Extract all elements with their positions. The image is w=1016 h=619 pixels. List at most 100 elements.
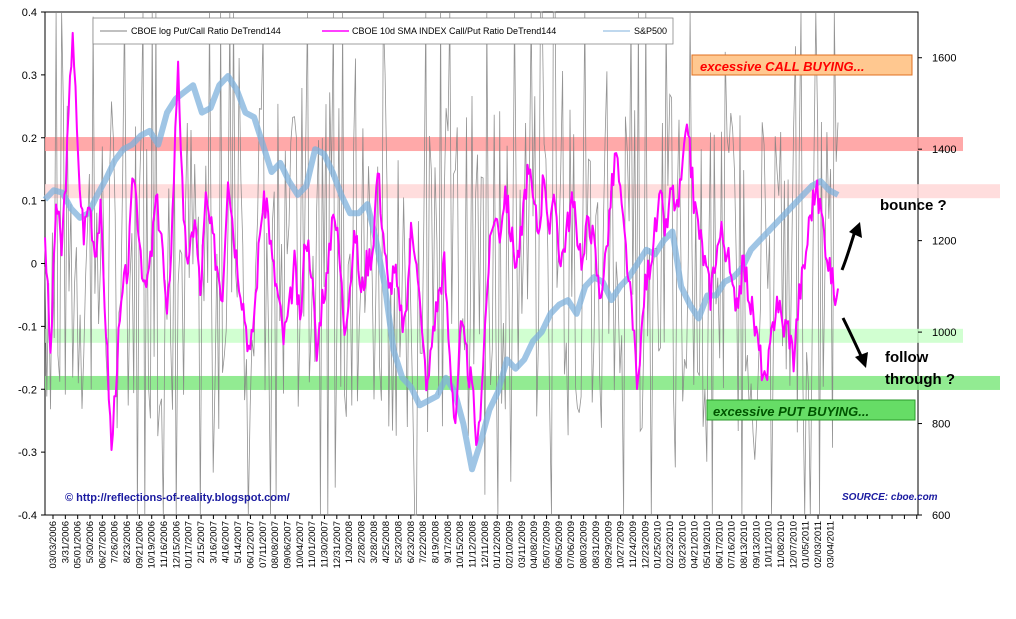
x-tick-label: 09/06/2007 (282, 521, 293, 569)
band-3 (45, 375, 1000, 390)
x-tick-label: 03/03/2006 (48, 521, 59, 569)
left-tick-label: 0.1 (22, 196, 37, 208)
left-tick-label: 0.3 (22, 70, 37, 82)
x-tick-label: 08/13/2010 (739, 521, 750, 569)
legend-item-call-put: CBOE 10d SMA INDEX Call/Put Ratio DeTren… (352, 26, 556, 36)
x-tick-label: 10/19/2006 (147, 521, 158, 569)
x-tick-label: 03/23/2010 (677, 521, 688, 569)
x-tick-label: 11/24/2009 (628, 521, 639, 568)
x-tick-label: 02/10/2009 (505, 521, 516, 569)
put-buying-label: excessive PUT BUYING... (713, 404, 869, 419)
x-tick-label: 09/29/2009 (603, 521, 614, 569)
x-tick-label: 12/23/2009 (640, 521, 651, 569)
x-axis: 03/03/2006 3/31/2006 05/01/2006 5/30/2006 06… (48, 515, 918, 569)
x-tick-label: 5/14/2007 (233, 521, 244, 563)
right-axis: 1600 1400 1200 1000 800 600 (918, 53, 956, 522)
x-tick-label: 3/31/2006 (60, 521, 71, 563)
right-tick-label: 1400 (932, 144, 956, 156)
x-tick-label: 10/04/2007 (295, 521, 306, 569)
bounce-label: bounce ? (880, 197, 947, 214)
x-tick-label: 03/04/2011 (825, 521, 836, 568)
x-tick-label: 12/15/2006 (171, 521, 182, 569)
x-tick-label: 05/07/2009 (542, 521, 553, 569)
left-tick-label: -0.1 (18, 321, 37, 333)
x-tick-label: 5/30/2006 (85, 521, 96, 563)
x-tick-label: 12/07/2010 (788, 521, 799, 569)
left-axis: 0.4 0.3 0.2 0.1 0 -0.1 -0.2 -0.3 -0.4 (18, 7, 45, 522)
x-tick-label: 8/19/2008 (431, 521, 442, 563)
band-0 (45, 137, 963, 152)
x-tick-label: 12/31/2007 (332, 521, 343, 569)
put-buying-box: excessive PUT BUYING... (706, 399, 916, 421)
source-text: SOURCE: cboe.com (842, 492, 938, 503)
legend-item-sp500: S&P500 (634, 26, 667, 36)
x-tick-label: 11/08/2010 (776, 521, 787, 568)
call-put-sma-line (44, 31, 839, 451)
x-tick-label: 06/27/2006 (97, 521, 108, 569)
left-tick-label: -0.2 (18, 384, 37, 396)
x-tick-label: 06/05/2009 (554, 521, 565, 569)
x-tick-label: 4/25/2008 (381, 521, 392, 563)
x-tick-label: 08/31/2009 (591, 521, 602, 569)
x-tick-label: 8/23/2006 (122, 521, 133, 563)
x-tick-label: 2/28/2008 (356, 521, 367, 563)
legend-item-put-call: CBOE log Put/Call Ratio DeTrend144 (131, 26, 281, 36)
right-tick-label: 1200 (932, 236, 956, 248)
right-tick-label: 600 (932, 510, 950, 522)
x-tick-label: 01/17/2007 (184, 521, 195, 569)
call-buying-box: excessive CALL BUYING... (691, 54, 913, 76)
legend: CBOE log Put/Call Ratio DeTrend144 CBOE … (92, 17, 674, 45)
x-tick-label: 06/17/2010 (714, 521, 725, 569)
x-tick-label: 05/19/2010 (702, 521, 713, 569)
x-tick-label: 05/01/2006 (73, 521, 84, 569)
series-call-put-sma (44, 31, 839, 451)
x-tick-label: 11/30/2007 (319, 521, 330, 568)
up-arrow (840, 222, 862, 271)
x-tick-label: 09/21/2006 (134, 521, 145, 569)
x-tick-label: 08/03/2009 (579, 521, 590, 569)
x-tick-label: 10/15/2008 (455, 521, 466, 569)
left-tick-label: 0.4 (22, 7, 37, 19)
x-tick-label: 3/16/2007 (208, 521, 219, 563)
x-tick-label: 11/01/2007 (307, 521, 318, 568)
follow-label: follow (885, 349, 929, 366)
through-label: through ? (885, 371, 955, 388)
series-put-call-ratio (44, 11, 839, 516)
x-tick-label: 07/16/2010 (727, 521, 738, 569)
x-tick-label: 6/23/2008 (406, 521, 417, 563)
left-tick-label: 0 (31, 259, 37, 271)
down-arrow (841, 317, 868, 368)
x-tick-label: 03/11/2009 (517, 521, 528, 568)
put-call-line (44, 11, 839, 516)
left-tick-label: -0.4 (18, 510, 37, 522)
x-tick-label: 01/05/2011 (801, 521, 812, 568)
x-tick-label: 01/25/2010 (653, 521, 664, 569)
x-tick-label: 04/08/2009 (529, 521, 540, 569)
x-tick-label: 2/15/2007 (196, 521, 207, 563)
left-tick-label: -0.3 (18, 447, 37, 459)
x-tick-label: 09/13/2010 (751, 521, 762, 569)
x-tick-label: 10/27/2009 (616, 521, 627, 569)
right-tick-label: 1000 (932, 327, 956, 339)
x-tick-label: 10/11/2010 (764, 521, 775, 568)
x-tick-label: 7/26/2006 (110, 521, 121, 563)
x-tick-label: 1/30/2008 (344, 521, 355, 563)
x-tick-label: 12/11/2008 (480, 521, 491, 568)
x-tick-label: 07/06/2009 (566, 521, 577, 569)
x-tick-label: 7/22/2008 (418, 521, 429, 563)
x-tick-label: 3/28/2008 (369, 521, 380, 563)
x-tick-label: 06/12/2007 (245, 521, 256, 569)
x-tick-label: 11/16/2006 (159, 521, 170, 568)
call-buying-label: excessive CALL BUYING... (700, 59, 865, 74)
right-tick-label: 1600 (932, 53, 956, 65)
left-tick-label: 0.2 (22, 133, 37, 145)
x-tick-label: 4/16/2007 (221, 521, 232, 563)
x-tick-label: 9/17/2008 (443, 521, 454, 563)
x-tick-label: 04/21/2010 (690, 521, 701, 569)
x-tick-label: 5/23/2008 (393, 521, 404, 563)
right-tick-label: 800 (932, 419, 950, 431)
x-tick-label: 11/12/2008 (468, 521, 479, 568)
x-tick-label: 08/08/2007 (270, 521, 281, 569)
credit-text: © http://reflections-of-reality.blogspot… (65, 492, 290, 504)
